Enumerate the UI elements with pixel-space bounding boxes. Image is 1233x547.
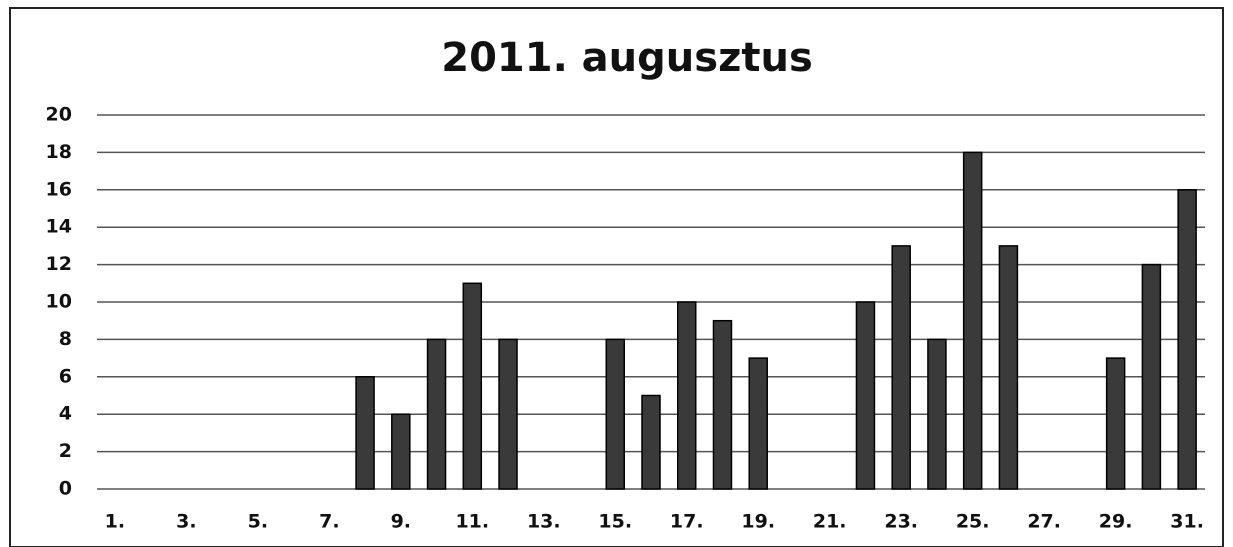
bar [641,394,661,490]
y-tick-label: 10 [46,291,72,313]
x-tick-label: 25. [956,511,990,533]
x-tick-label: 3. [176,511,196,533]
y-tick-label: 16 [46,178,72,200]
y-tick-label: 2 [59,440,72,462]
bar [605,338,626,490]
x-tick-label: 5. [248,511,268,533]
x-tick-label: 9. [391,511,411,533]
bar [1141,263,1162,490]
x-tick-label: 13. [527,511,561,533]
y-tick-label: 8 [59,328,72,350]
bar [462,282,483,490]
x-tick-label: 7. [319,511,339,533]
bar [712,319,733,490]
bar [998,245,1019,490]
x-tick-label: 29. [1099,511,1133,533]
y-tick-label: 18 [46,141,72,163]
x-tick-label: 17. [670,511,704,533]
bar [748,357,768,490]
y-tick-label: 6 [59,365,72,387]
bar [1105,357,1126,490]
bar [1177,189,1197,490]
y-tick-label: 4 [59,403,72,425]
x-tick-label: 11. [455,511,489,533]
y-tick-label: 0 [59,478,72,500]
x-tick-label: 1. [105,511,125,533]
y-tick-label: 12 [46,253,72,275]
x-tick-label: 19. [741,511,775,533]
bar [426,338,447,490]
bar [391,413,411,490]
x-tick-label: 15. [598,511,632,533]
bar [962,151,983,490]
x-tick-label: 21. [813,511,847,533]
x-tick-label: 27. [1027,511,1061,533]
y-tick-label: 20 [46,104,72,126]
bar [498,338,518,490]
bar [355,376,375,490]
x-tick-label: 31. [1170,511,1204,533]
bar [927,338,947,490]
bar [855,301,876,490]
bar [676,301,697,490]
y-tick-label: 14 [46,216,72,238]
chart-title: 2011. augusztus [441,35,813,81]
x-tick-label: 23. [884,511,918,533]
bar [891,245,911,490]
